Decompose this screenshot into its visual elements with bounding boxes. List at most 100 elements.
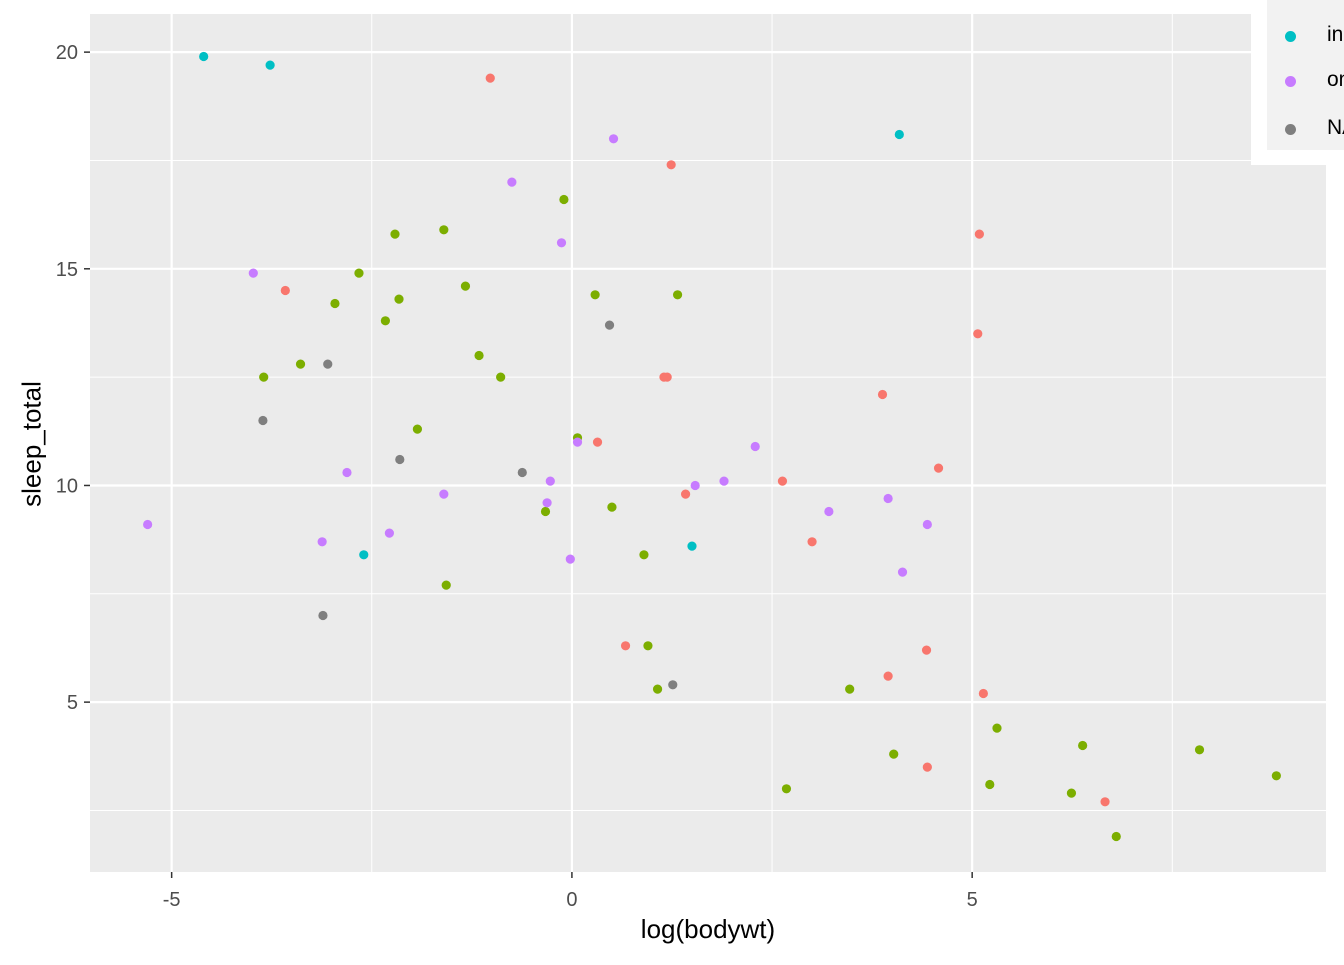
legend-label-om: om: [1327, 68, 1344, 91]
plot-panel: [90, 14, 1326, 872]
data-point: [883, 493, 893, 504]
data-point: [280, 285, 290, 296]
data-point: [921, 645, 932, 655]
data-point: [556, 238, 567, 248]
data-point: [295, 359, 306, 369]
data-point: [1100, 797, 1110, 807]
data-point: [265, 60, 275, 70]
data-point: [384, 528, 394, 538]
data-point: [974, 229, 984, 239]
data-point: [248, 268, 258, 278]
legend-key-om: [1285, 76, 1296, 87]
data-point: [143, 519, 153, 530]
data-point: [643, 641, 653, 651]
data-point: [542, 498, 552, 508]
data-point: [894, 129, 904, 140]
data-points: [143, 51, 1281, 842]
x-tick-label: -5: [163, 889, 181, 911]
data-point: [687, 541, 697, 551]
data-point: [412, 424, 423, 434]
data-point: [330, 298, 340, 309]
data-point: [781, 784, 792, 794]
data-point: [199, 51, 209, 62]
data-point: [390, 229, 400, 239]
y-tick-label: 5: [67, 692, 78, 714]
data-point: [395, 454, 405, 465]
data-point: [985, 779, 995, 790]
y-axis: 5 10 15 20: [56, 42, 90, 714]
y-tick-label: 20: [56, 42, 78, 64]
x-axis: -5 0 5: [163, 872, 978, 911]
legend: in om NA: [1251, 0, 1344, 165]
data-point: [317, 537, 327, 547]
data-point: [439, 225, 449, 235]
y-tick-label: 15: [56, 259, 78, 281]
data-point: [517, 467, 527, 478]
data-point: [572, 437, 583, 447]
x-axis-title: log(bodywt): [640, 914, 776, 944]
data-point: [639, 550, 649, 560]
x-tick-label: 0: [566, 889, 577, 911]
data-point: [672, 290, 683, 300]
data-point: [978, 688, 988, 699]
legend-key-in: [1285, 31, 1296, 42]
data-point: [1111, 831, 1121, 842]
data-point: [259, 372, 269, 382]
x-tick-label: 5: [967, 889, 978, 911]
data-point: [719, 476, 729, 486]
data-point: [1271, 771, 1281, 781]
data-point: [380, 316, 390, 326]
data-point: [652, 684, 663, 694]
data-point: [607, 502, 617, 512]
data-point: [545, 476, 555, 486]
data-point: [439, 489, 449, 499]
legend-key-na: [1285, 124, 1296, 135]
data-point: [824, 506, 834, 517]
data-point: [883, 671, 893, 681]
data-point: [592, 437, 603, 447]
data-point: [922, 519, 932, 530]
data-point: [777, 476, 788, 486]
data-point: [897, 567, 908, 577]
data-point: [258, 415, 268, 426]
data-point: [620, 641, 631, 651]
legend-label-in: in: [1327, 23, 1344, 46]
data-point: [474, 350, 484, 361]
data-point: [540, 506, 551, 517]
data-point: [323, 359, 333, 369]
data-point: [668, 680, 678, 690]
grid-major: [90, 14, 1326, 872]
data-point: [690, 480, 700, 491]
data-point: [354, 268, 364, 278]
data-point: [992, 723, 1002, 733]
data-point: [559, 194, 569, 205]
data-point: [485, 73, 495, 83]
data-point: [460, 281, 471, 291]
data-point: [1078, 740, 1088, 751]
data-point: [1194, 745, 1205, 755]
data-point: [666, 160, 676, 170]
legend-item-na: NA: [1267, 115, 1344, 145]
data-point: [933, 463, 944, 473]
legend-item-om: om: [1267, 67, 1344, 97]
data-point: [604, 320, 615, 330]
data-point: [889, 749, 899, 759]
legend-background: [1267, 0, 1344, 150]
legend-item-in: in: [1267, 22, 1344, 52]
data-point: [441, 580, 451, 590]
y-tick-label: 10: [56, 475, 78, 497]
data-point: [608, 134, 619, 144]
data-point: [342, 467, 352, 478]
y-axis-title: sleep_total: [16, 381, 47, 507]
data-point: [680, 489, 691, 499]
grid-minor: [90, 14, 1326, 872]
data-point: [1066, 788, 1077, 798]
data-point: [877, 389, 888, 400]
data-point: [750, 441, 760, 452]
data-point: [845, 684, 855, 694]
data-point: [973, 329, 983, 339]
data-point: [318, 610, 328, 621]
data-point: [394, 294, 404, 304]
